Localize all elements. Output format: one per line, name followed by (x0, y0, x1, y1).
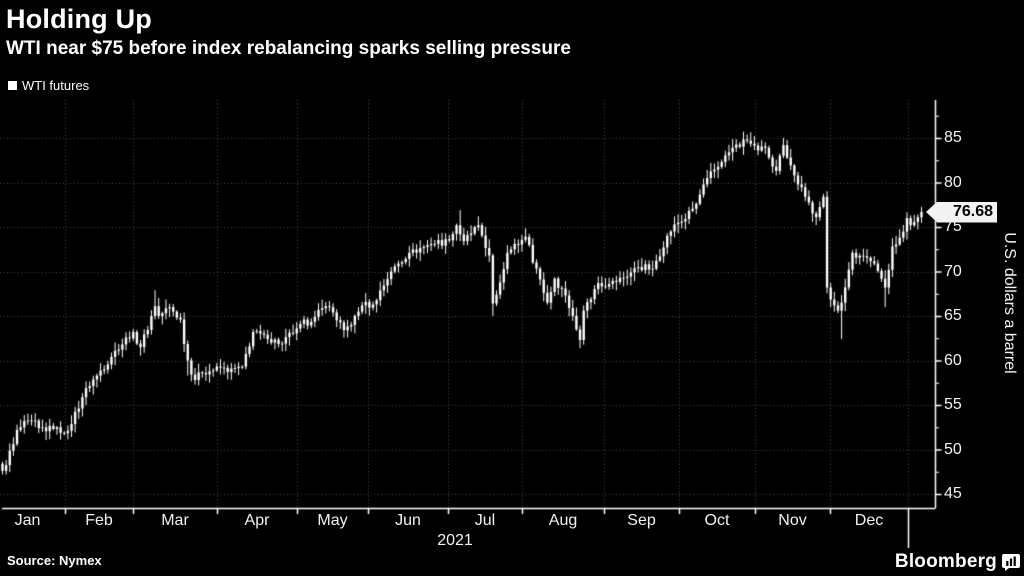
x-axis-month-label: Feb (85, 512, 113, 529)
y-axis-tick-label: 45 (944, 485, 962, 502)
bloomberg-logo-icon (1002, 553, 1020, 571)
y-axis-tick-label: 70 (944, 262, 962, 280)
x-axis-month-label: Jul (474, 512, 496, 529)
x-axis-month-label: Nov (778, 512, 807, 529)
y-axis-tick-label: 85 (944, 129, 962, 146)
y-axis-tick-label: 80 (944, 173, 962, 191)
y-axis-title: U.S. dollars a barrel (1001, 232, 1018, 374)
bloomberg-logo: Bloomberg (895, 551, 1020, 573)
x-axis-month-label: Aug (548, 512, 578, 529)
y-axis-tick-label: 50 (944, 440, 962, 458)
x-axis-month-label: Sep (627, 512, 656, 529)
x-axis-month-label: Dec (854, 512, 884, 529)
source-note: Source: Nymex (7, 553, 102, 568)
x-axis-month-label: May (317, 512, 348, 529)
y-axis-tick-label: 60 (944, 351, 962, 369)
x-axis-month-label: Jan (14, 512, 41, 529)
x-axis-month-label: Mar (161, 512, 189, 529)
y-axis-tick-label: 55 (944, 396, 962, 413)
last-price-callout: 76.68 (926, 201, 997, 223)
x-axis-year-label: 2021 (437, 532, 473, 549)
y-axis-tick-label: 65 (944, 307, 962, 324)
x-axis-month-label: Apr (244, 512, 270, 529)
x-axis-month-label: Jun (395, 512, 421, 529)
x-axis-month-label: Oct (704, 512, 730, 529)
bloomberg-logo-text: Bloomberg (894, 551, 997, 572)
